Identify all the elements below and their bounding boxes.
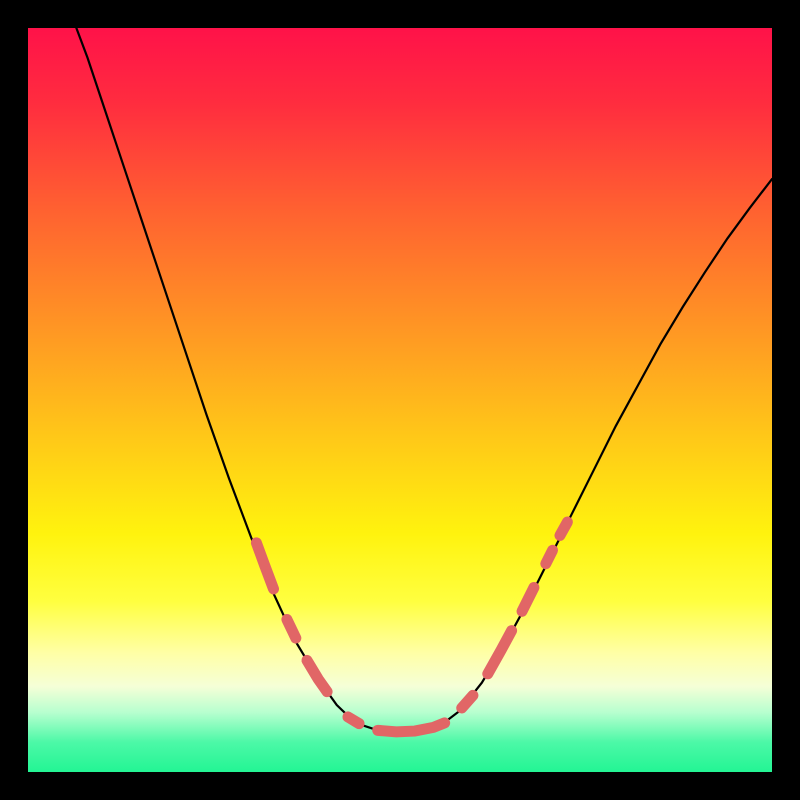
gradient-background — [28, 28, 772, 772]
plot-svg — [28, 28, 772, 772]
frame-right — [772, 0, 800, 800]
frame-bottom — [0, 772, 800, 800]
highlight-segment — [560, 522, 567, 535]
highlight-segment — [348, 717, 359, 724]
highlight-segment — [546, 550, 553, 563]
plot-area — [28, 28, 772, 772]
chart-container: TheBottleneck.com — [0, 0, 800, 800]
frame-left — [0, 0, 28, 800]
frame-top — [0, 0, 800, 28]
